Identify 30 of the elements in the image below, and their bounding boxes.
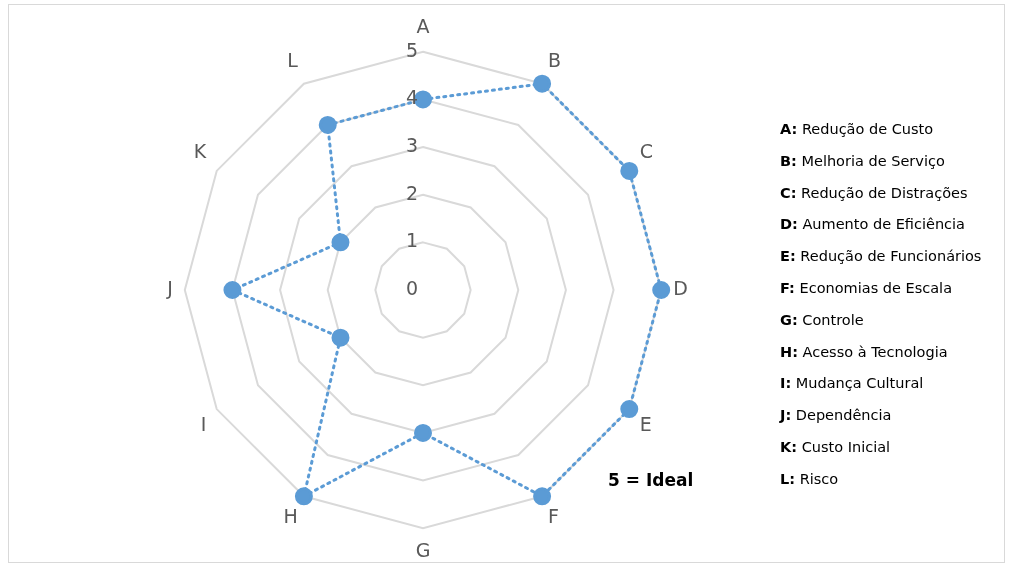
y-tick-label: 1 [405, 229, 418, 252]
text: K: Custo Inicial [780, 438, 892, 457]
y-tick-label: 5 [405, 38, 418, 61]
spoke-label: H [283, 505, 298, 528]
text: 5 = Ideal [608, 470, 694, 490]
spoke-label: K [193, 140, 207, 163]
text: B: Melhoria de Serviço [780, 152, 946, 171]
spoke-label: G [415, 538, 431, 561]
spoke-label: J [166, 276, 173, 299]
text: J: Dependência [780, 407, 893, 426]
spoke-label: F [548, 505, 560, 528]
text: D: Aumento de Eficiência [780, 216, 966, 235]
text: E: Redução de Funcionários [780, 248, 982, 267]
y-tick-label: 3 [405, 134, 418, 157]
y-tick-label: 2 [405, 181, 418, 204]
y-tick-label: 0 [405, 276, 418, 299]
text: F: Economias de Escala [780, 279, 954, 298]
spoke-label: C [639, 140, 653, 163]
spoke-label: I [200, 413, 207, 436]
text: I: Mudança Cultural [780, 375, 925, 394]
spoke-label: D [673, 276, 688, 299]
text: G: Controle [780, 311, 865, 330]
text: C: Redução de Distrações [780, 184, 969, 203]
spoke-label: L [287, 48, 299, 71]
text: H: Acesso à Tecnologia [780, 343, 949, 362]
spoke-label: A [416, 15, 430, 38]
text: L: Risco [780, 470, 840, 489]
spoke-label: B [548, 48, 562, 71]
text: A: Redução de Custo [780, 121, 935, 139]
spoke-label: E [639, 413, 652, 436]
